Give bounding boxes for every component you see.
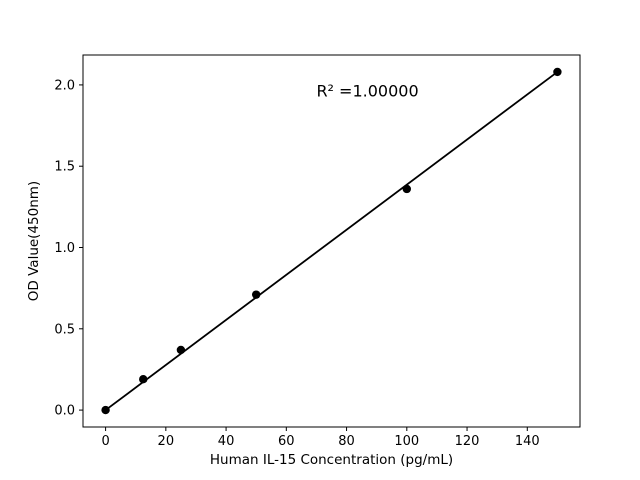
x-tick-label: 140: [515, 434, 540, 449]
y-axis-label: OD Value(450nm): [26, 181, 42, 301]
x-tick-label: 120: [455, 434, 480, 449]
data-point: [251, 290, 261, 299]
x-tick-label: 0: [101, 434, 109, 449]
y-tick-label: 0.5: [54, 322, 75, 337]
x-axis-label: Human IL-15 Concentration (pg/mL): [210, 452, 453, 468]
y-tick-label: 1.5: [54, 160, 75, 175]
x-tick-label: 80: [338, 434, 355, 449]
data-point: [176, 345, 186, 355]
y-tick-label: 2.0: [54, 78, 75, 93]
data-point: [139, 374, 148, 384]
data-point: [402, 184, 412, 194]
data-point: [101, 405, 110, 415]
x-tick-label: 40: [218, 434, 235, 449]
y-tick-label: 0.0: [54, 404, 75, 419]
x-tick-label: 100: [394, 434, 419, 449]
x-tick-label: 20: [158, 434, 175, 449]
data-point: [553, 67, 562, 77]
y-tick-label: 1.0: [54, 241, 75, 256]
axes-frame: [82, 54, 581, 428]
r-squared-annotation: R² =1.00000: [316, 81, 418, 100]
x-tick-label: 60: [278, 434, 295, 449]
